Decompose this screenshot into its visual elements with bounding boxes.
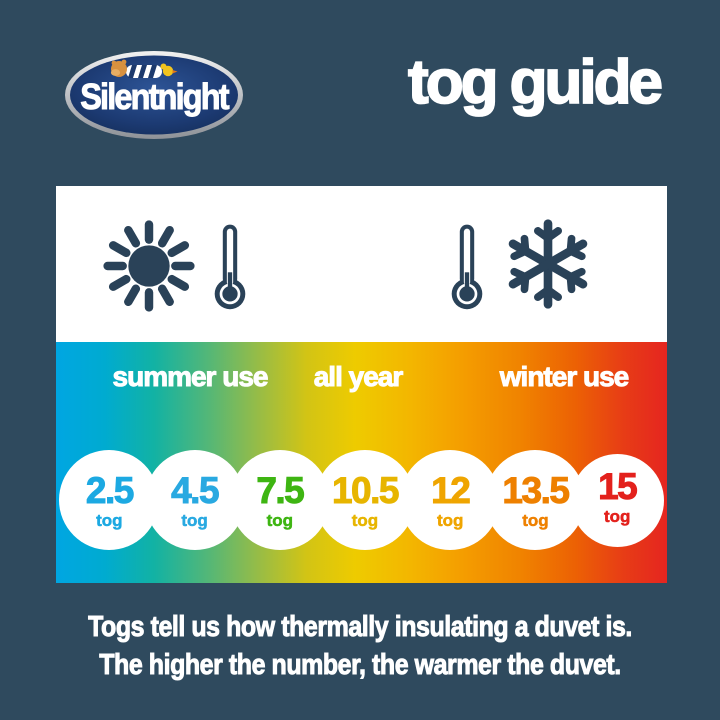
- tog-circle: 7.5 tog: [229, 450, 330, 550]
- tog-circle: 12 tog: [400, 450, 501, 550]
- brand-name: Silentnight: [80, 76, 230, 118]
- tog-unit: tog: [181, 510, 208, 530]
- tog-unit: tog: [437, 510, 464, 530]
- zone-label-winter: winter use: [499, 361, 629, 393]
- tog-value: 12: [431, 469, 472, 511]
- tog-value: 2.5: [85, 469, 134, 511]
- zone-label-summer: summer use: [112, 361, 269, 393]
- tog-gradient-band: summer use all year winter use 2.5 tog 4…: [56, 342, 667, 583]
- caption-line-2: The higher the number, the warmer the du…: [99, 649, 622, 682]
- page-title: tog guide: [407, 48, 664, 117]
- icons-section: [56, 186, 667, 342]
- tog-value: 13.5: [502, 469, 571, 511]
- sun-icon: [103, 220, 195, 312]
- thermometer-high-icon: [451, 224, 483, 310]
- tog-unit: tog: [522, 510, 549, 530]
- tog-circle: 15 tog: [570, 453, 664, 547]
- tog-value: 7.5: [256, 469, 305, 511]
- tog-circles: 2.5 tog 4.5 tog 7.5 tog 10.5 tog 12 to: [56, 450, 667, 550]
- thermometer-low-icon: [214, 224, 246, 310]
- tog-circle: 4.5 tog: [144, 450, 245, 550]
- tog-value: 15: [598, 465, 639, 507]
- duck-icon: [160, 63, 178, 77]
- tog-circle: 13.5 tog: [485, 450, 586, 550]
- caption-line-1: Togs tell us how thermally insulating a …: [88, 610, 633, 643]
- hippo-icon: [110, 59, 162, 78]
- snowflake-icon: [508, 219, 588, 309]
- tog-unit: tog: [266, 510, 293, 530]
- caption: Togs tell us how thermally insulating a …: [0, 608, 720, 685]
- tog-circle: 10.5 tog: [315, 450, 415, 550]
- tog-unit: tog: [603, 506, 631, 526]
- tog-unit: tog: [351, 510, 379, 530]
- silentnight-logo: Silentnight: [64, 50, 244, 140]
- tog-value: 4.5: [171, 469, 220, 511]
- logo-oval: [65, 51, 243, 139]
- tog-unit: tog: [96, 510, 123, 530]
- tog-circle: 2.5 tog: [59, 450, 160, 550]
- tog-card: summer use all year winter use 2.5 tog 4…: [56, 186, 667, 583]
- tog-value: 10.5: [331, 469, 400, 511]
- zone-label-all-year: all year: [313, 361, 404, 393]
